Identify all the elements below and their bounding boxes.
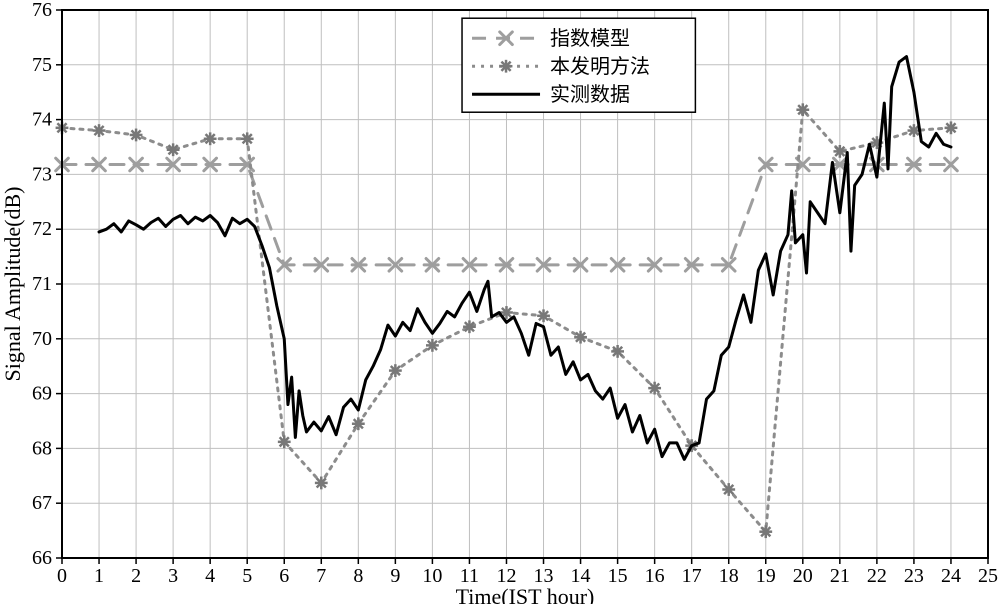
svg-text:75: 75 <box>32 54 52 76</box>
svg-text:1: 1 <box>94 565 104 587</box>
svg-text:66: 66 <box>32 547 52 569</box>
svg-text:19: 19 <box>756 565 776 587</box>
svg-text:24: 24 <box>941 565 961 587</box>
svg-text:21: 21 <box>830 565 850 587</box>
svg-text:7: 7 <box>316 565 326 587</box>
svg-text:0: 0 <box>57 565 67 587</box>
svg-text:17: 17 <box>682 565 702 587</box>
svg-text:6: 6 <box>279 565 289 587</box>
y-axis-label: Signal Amplitude(dB) <box>0 187 25 382</box>
svg-text:73: 73 <box>32 163 52 185</box>
svg-text:25: 25 <box>978 565 998 587</box>
chart-container: 0123456789101112131415161718192021222324… <box>0 0 1000 604</box>
svg-text:16: 16 <box>645 565 665 587</box>
svg-text:18: 18 <box>719 565 739 587</box>
svg-text:20: 20 <box>793 565 813 587</box>
svg-text:68: 68 <box>32 437 52 459</box>
svg-text:5: 5 <box>242 565 252 587</box>
svg-text:71: 71 <box>32 273 52 295</box>
svg-text:70: 70 <box>32 328 52 350</box>
svg-text:本发明方法: 本发明方法 <box>550 55 650 78</box>
svg-text:9: 9 <box>390 565 400 587</box>
x-axis-label: Time(IST hour) <box>456 584 595 604</box>
svg-text:8: 8 <box>353 565 363 587</box>
legend: 指数模型本发明方法实测数据 <box>462 18 695 112</box>
svg-text:3: 3 <box>168 565 178 587</box>
svg-text:10: 10 <box>422 565 442 587</box>
svg-text:72: 72 <box>32 218 52 240</box>
svg-text:74: 74 <box>32 109 52 131</box>
svg-text:67: 67 <box>32 492 52 514</box>
svg-text:实测数据: 实测数据 <box>550 83 630 106</box>
svg-text:15: 15 <box>608 565 628 587</box>
svg-text:69: 69 <box>32 383 52 405</box>
svg-text:76: 76 <box>32 0 52 21</box>
svg-text:指数模型: 指数模型 <box>550 27 630 50</box>
chart-svg: 0123456789101112131415161718192021222324… <box>0 0 1000 604</box>
svg-text:2: 2 <box>131 565 141 587</box>
svg-text:22: 22 <box>867 565 887 587</box>
svg-text:4: 4 <box>205 565 215 587</box>
svg-text:23: 23 <box>904 565 924 587</box>
